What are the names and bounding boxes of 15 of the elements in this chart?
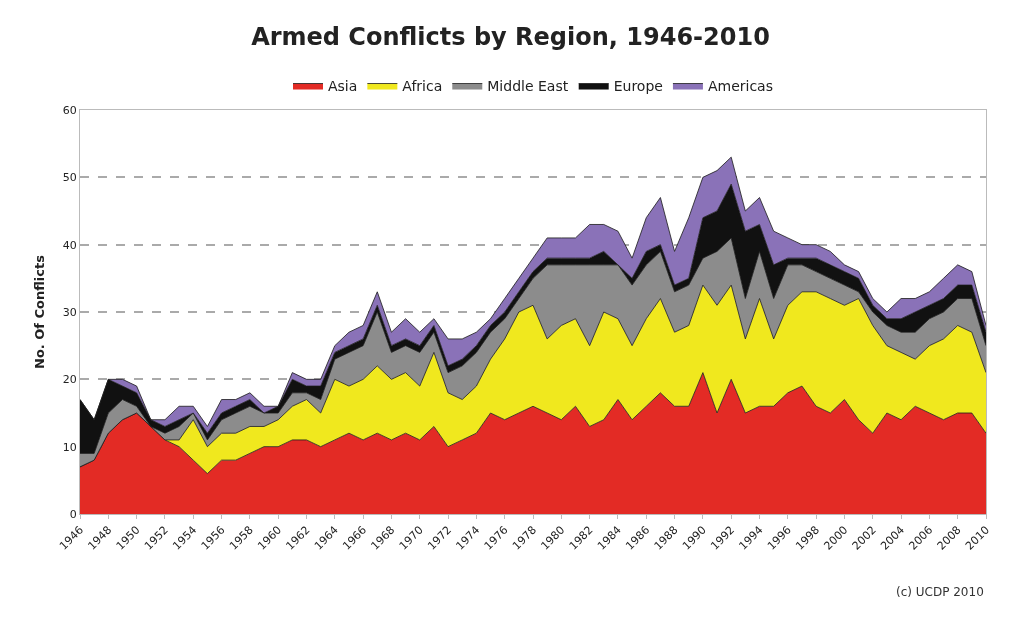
y-tick-label: 60 bbox=[62, 103, 77, 117]
chart-title: Armed Conflicts by Region, 1946-2010 bbox=[251, 22, 770, 51]
legend-label: Africa bbox=[402, 77, 443, 94]
legend-label: Americas bbox=[707, 77, 773, 94]
y-axis-title: No. Of Conflicts bbox=[32, 254, 47, 369]
legend-label: Middle East bbox=[487, 77, 569, 94]
legend-label: Europe bbox=[613, 77, 663, 94]
y-tick-label: 40 bbox=[62, 238, 77, 252]
y-tick-label: 0 bbox=[69, 507, 77, 521]
text: (c) UCDP 2010 bbox=[896, 585, 984, 599]
y-tick-label: 10 bbox=[62, 440, 77, 454]
y-tick-label: 50 bbox=[62, 171, 77, 185]
y-tick-label: 30 bbox=[62, 305, 77, 319]
legend-label: Asia bbox=[328, 77, 358, 94]
y-tick-label: 20 bbox=[62, 373, 77, 387]
